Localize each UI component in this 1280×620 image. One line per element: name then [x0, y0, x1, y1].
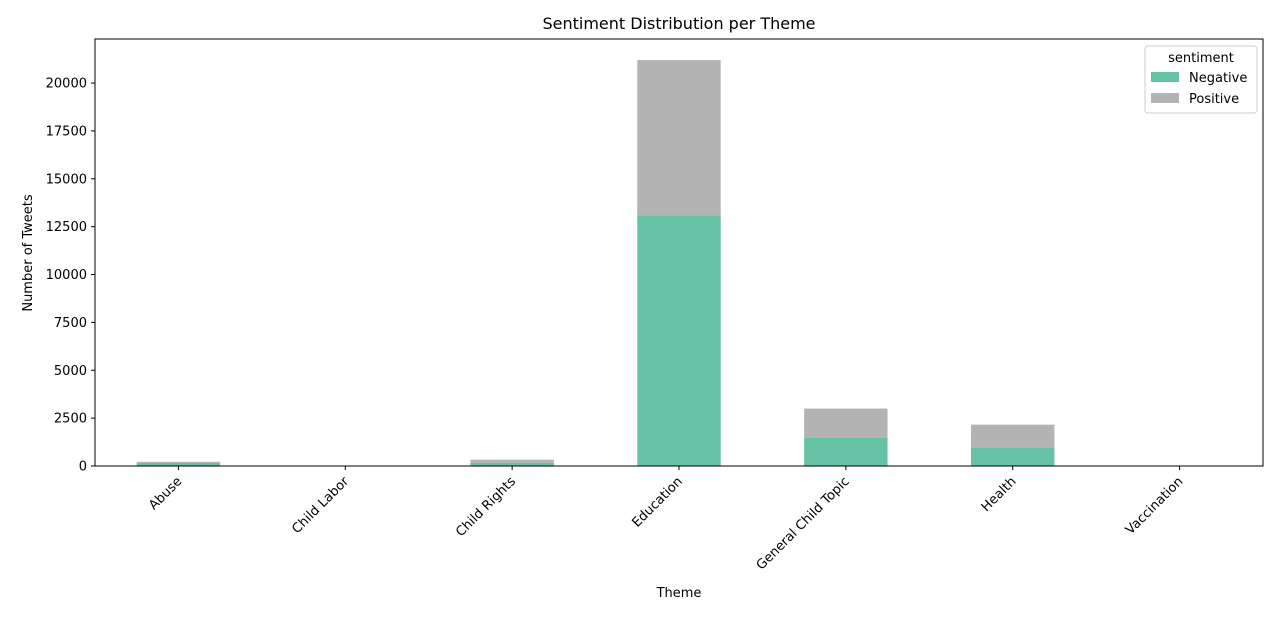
bar-positive-abuse — [136, 461, 221, 463]
y-tick-label: 20000 — [46, 77, 87, 92]
bar-positive-health — [971, 424, 1055, 448]
x-tick-label: Health — [979, 474, 1020, 515]
legend: sentiment Negative Positive — [1144, 45, 1258, 114]
legend-label-positive: Positive — [1189, 92, 1239, 107]
x-tick-label: Child Labor — [289, 474, 352, 537]
bar-negative-child-rights — [470, 462, 554, 466]
bar-negative-health — [971, 447, 1055, 466]
chart-title: Sentiment Distribution per Theme — [542, 14, 815, 33]
y-axis-label: Number of Tweets — [21, 194, 36, 312]
bar-negative-abuse — [136, 462, 221, 466]
bar-positive-child-rights — [470, 459, 554, 463]
plot-frame — [94, 38, 1264, 467]
y-tick-label: 2500 — [54, 412, 87, 427]
y-tick-label: 12500 — [46, 220, 87, 235]
bar-positive-general-child-topic — [804, 408, 888, 438]
x-tick-label: Child Rights — [453, 474, 519, 540]
legend-swatch-negative — [1151, 72, 1179, 82]
x-tick-label: Vaccination — [1123, 474, 1187, 538]
x-tick-label: Education — [629, 474, 685, 530]
y-tick-label: 10000 — [46, 268, 87, 283]
y-tick-label: 5000 — [54, 364, 87, 379]
x-tick-label: General Child Topic — [754, 474, 853, 573]
legend-label-negative: Negative — [1189, 71, 1247, 86]
y-tick-label: 0 — [79, 460, 87, 475]
y-tick-label: 15000 — [46, 172, 87, 187]
bar-negative-education — [637, 215, 721, 466]
bar-negative-general-child-topic — [804, 437, 888, 466]
x-axis-label: Theme — [656, 586, 702, 601]
bar-positive-education — [637, 60, 721, 216]
legend-title: sentiment — [1168, 51, 1234, 66]
y-tick-label: 17500 — [46, 124, 87, 139]
legend-swatch-positive — [1151, 93, 1179, 103]
x-tick-label: Abuse — [146, 474, 185, 513]
y-tick-label: 7500 — [54, 316, 87, 331]
